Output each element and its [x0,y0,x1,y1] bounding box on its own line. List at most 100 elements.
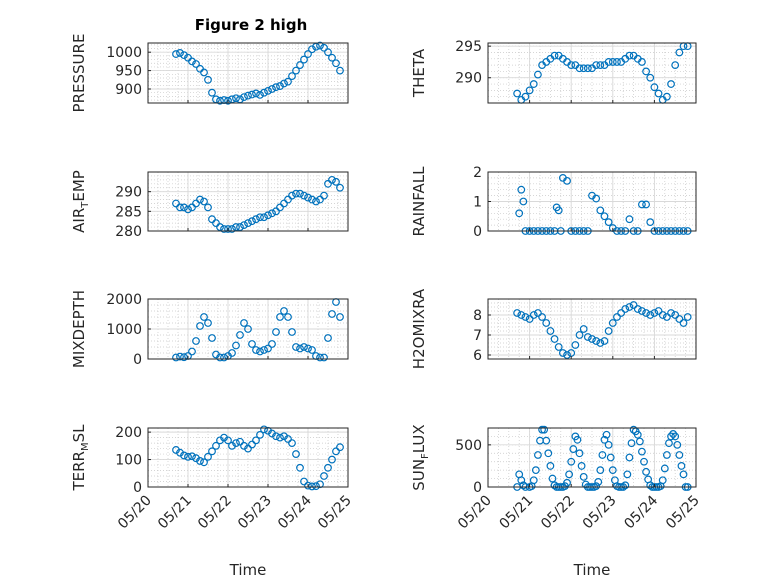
data-point [236,331,244,339]
data-point [629,425,638,434]
y-tick-label: 0 [133,352,142,368]
data-point [328,310,336,318]
x-tick-label: 05/20 [455,493,495,533]
data-point [308,482,316,491]
data-point [184,205,192,214]
data-point [236,437,244,446]
x-tick-label: 05/24 [621,492,661,532]
data-point [332,59,340,68]
subplot-2: 290 295 THETA [410,39,697,104]
y-tick-label: 285 [115,204,142,220]
data-point [336,443,344,452]
y-tick-label: 295 [455,39,482,55]
data-point [600,435,609,444]
subplot-8: 0 500 05/20 05/21 05/22 05/23 05/24 05/25 Time SU… [410,424,703,579]
data-point [212,441,220,450]
data-point [658,476,667,485]
data-point [513,309,522,317]
data-point [244,444,252,453]
minor-grid [487,298,697,360]
data-point [613,313,621,321]
data-point [671,61,680,70]
data-point [288,439,296,447]
x-tick-label: 05/22 [538,493,578,533]
data-point [272,83,280,92]
data-point [592,194,601,203]
data-point [320,191,328,200]
data-point [232,223,240,231]
data-point [296,344,304,353]
data-point [571,341,580,349]
data-point [529,80,538,88]
data-point [172,50,180,58]
data-point [517,476,526,485]
data-point [336,66,344,75]
data-point [332,447,340,456]
data-point [180,203,188,212]
data-point [304,50,312,58]
data-point [276,433,284,442]
data-point [176,49,184,57]
data-point [324,48,332,57]
data-point [521,92,530,101]
data-point [662,451,671,459]
data-point [228,349,236,357]
data-point [638,200,646,209]
data-point [540,425,549,434]
data-point [292,189,300,198]
data-point [538,313,546,321]
data-point [569,445,578,453]
data-point [280,199,288,208]
data-point [563,478,571,487]
data-point [621,305,630,313]
data-point [200,68,208,77]
data-point [284,435,292,443]
y-tick-label: 2 [473,165,482,181]
data-point [300,343,308,351]
data-point [529,311,538,319]
data-point [542,436,551,445]
data-point [565,470,574,479]
data-point [642,200,650,209]
data-point [260,88,268,97]
axes-box [147,171,349,232]
data-point [529,476,538,485]
data-point [252,89,260,98]
data-point [256,91,264,99]
data-point [204,452,212,461]
data-point [308,45,316,54]
data-point [575,64,584,73]
data-point [671,311,680,319]
data-point [292,343,300,351]
data-point [592,61,601,70]
data-point [635,437,644,446]
data-point [563,176,571,185]
data-point [623,470,632,479]
data-point [563,351,571,359]
data-point [188,203,196,212]
data-point [256,430,264,439]
data-point [592,337,601,345]
y-tick-label: 8 [473,308,482,324]
data-point [224,96,232,105]
data-point [220,353,228,362]
data-point [627,439,636,448]
data-point [671,432,680,441]
data-point [328,455,336,464]
data-point [268,85,276,93]
data-point [204,75,212,84]
data-point [575,331,584,339]
data-point [316,480,324,489]
data-point [573,435,582,444]
data-point [602,430,611,439]
data-point [608,58,617,66]
data-point [567,457,576,466]
figure-title: Figure 2 high [195,16,308,34]
data-point [683,313,692,321]
x-tick-label: 05/23 [580,493,620,533]
axes-box [147,427,349,488]
data-point [300,477,308,486]
data-point [519,197,528,206]
x-tick-label: 05/23 [235,493,275,533]
